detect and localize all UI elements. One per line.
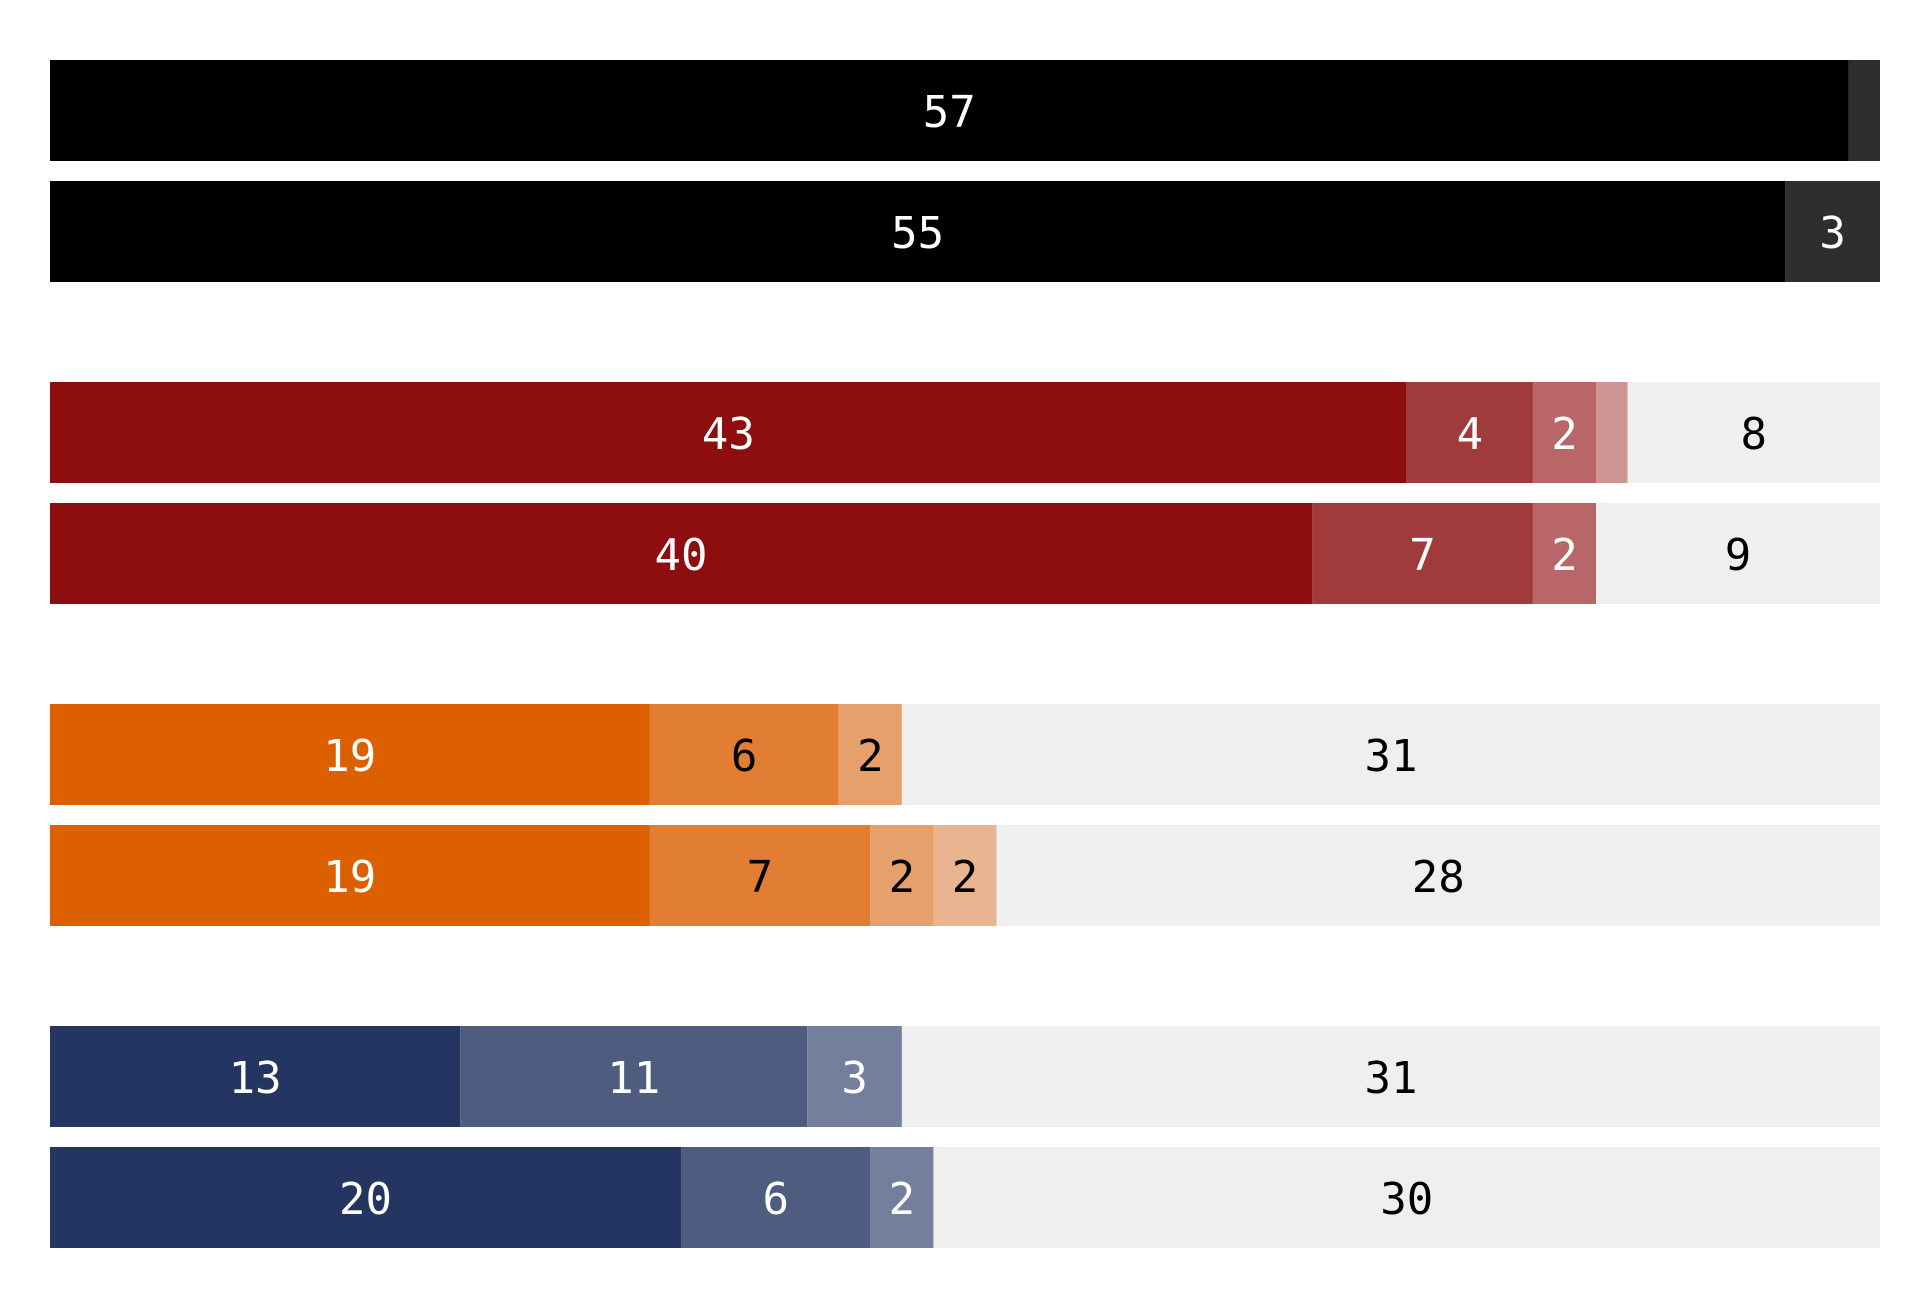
bar-segment-g3-r2-s3 (870, 825, 934, 926)
bar-value-label-g2-r2-s2: 7 (1409, 530, 1436, 581)
bar-segment-g2-r2-s3 (1532, 503, 1597, 604)
bar-segment-g3-r1-s3 (838, 704, 902, 805)
bar-value-label-g3-r1-s2: 6 (731, 731, 758, 782)
bar-segment-g4-r2-s2 (681, 1147, 871, 1248)
bar-value-label-g2-r2-s1: 40 (655, 530, 708, 581)
bar-segment-g1-r1-s1 (50, 60, 1849, 161)
bar-segment-g4-r1-s3 (807, 1026, 902, 1127)
bar-segment-g3-r1-s5 (901, 704, 1880, 805)
bar-value-label-g2-r1-s3: 2 (1551, 409, 1578, 460)
bar-segment-g4-r2-s1 (50, 1147, 682, 1248)
bar-segment-g4-r1-s1 (50, 1026, 461, 1127)
bar-value-label-g4-r2-s3: 2 (889, 1174, 916, 1225)
bar-segment-g4-r2-s5 (933, 1147, 1880, 1248)
bar-segment-g2-r1-s2 (1406, 382, 1533, 483)
bar-segment-g2-r1-s5 (1627, 382, 1880, 483)
bar-value-label-g1-r2-s1: 55 (891, 208, 944, 259)
bar-value-label-g3-r1-s3: 2 (857, 731, 884, 782)
bar-segment-g1-r2-s2 (1785, 181, 1880, 282)
bar-segment-g2-r2-s2 (1312, 503, 1533, 604)
bar-segment-g2-r1-s4 (1596, 382, 1628, 483)
bar-value-label-g4-r2-s2: 6 (762, 1174, 789, 1225)
bar-value-label-g2-r1-s1: 43 (702, 409, 755, 460)
bar-value-label-g4-r1-s3: 3 (841, 1053, 868, 1104)
bar-segment-g1-r1-s2 (1848, 60, 1880, 161)
bar-value-label-g3-r2-s5: 28 (1412, 852, 1465, 903)
bar-value-label-g4-r2-s1: 20 (339, 1174, 392, 1225)
bar-segment-g3-r2-s2 (649, 825, 871, 926)
bar-segment-g2-r2-s5 (1596, 503, 1880, 604)
bar-value-label-g3-r2-s2: 7 (747, 852, 774, 903)
bar-value-label-g2-r1-s2: 4 (1457, 409, 1484, 460)
bar-value-label-g1-r2-s2: 3 (1819, 208, 1846, 259)
bar-segment-g2-r1-s3 (1532, 382, 1597, 483)
bar-value-label-g3-r1-s5: 31 (1364, 731, 1417, 782)
bar-segment-g3-r2-s1 (50, 825, 650, 926)
bar-value-label-g1-r1-s1: 57 (923, 87, 976, 138)
bar-value-label-g4-r2-s5: 30 (1380, 1174, 1433, 1225)
bar-segment-g3-r1-s1 (50, 704, 650, 805)
bar-value-label-g2-r2-s3: 2 (1551, 530, 1578, 581)
bar-value-label-g3-r2-s3: 2 (889, 852, 916, 903)
bar-value-label-g3-r2-s4: 2 (952, 852, 979, 903)
bar-segment-g1-r2-s1 (50, 181, 1786, 282)
bar-segment-g4-r2-s3 (870, 1147, 934, 1248)
bar-value-label-g2-r1-s5: 8 (1741, 409, 1768, 460)
bar-segment-g4-r1-s5 (901, 1026, 1880, 1127)
bar-value-label-g2-r2-s5: 9 (1725, 530, 1752, 581)
bar-segment-g3-r1-s2 (649, 704, 839, 805)
bar-value-label-g4-r1-s1: 13 (229, 1053, 282, 1104)
bar-segment-g2-r1-s1 (50, 382, 1407, 483)
bar-value-label-g3-r2-s1: 19 (323, 852, 376, 903)
bar-segment-g2-r2-s1 (50, 503, 1313, 604)
bar-segment-g3-r2-s4 (933, 825, 997, 926)
bar-segment-g4-r1-s2 (460, 1026, 808, 1127)
bar-value-label-g4-r1-s2: 11 (607, 1053, 660, 1104)
bar-segment-g3-r2-s5 (996, 825, 1880, 926)
bar-value-label-g4-r1-s5: 31 (1364, 1053, 1417, 1104)
bar-value-label-g3-r1-s1: 19 (323, 731, 376, 782)
